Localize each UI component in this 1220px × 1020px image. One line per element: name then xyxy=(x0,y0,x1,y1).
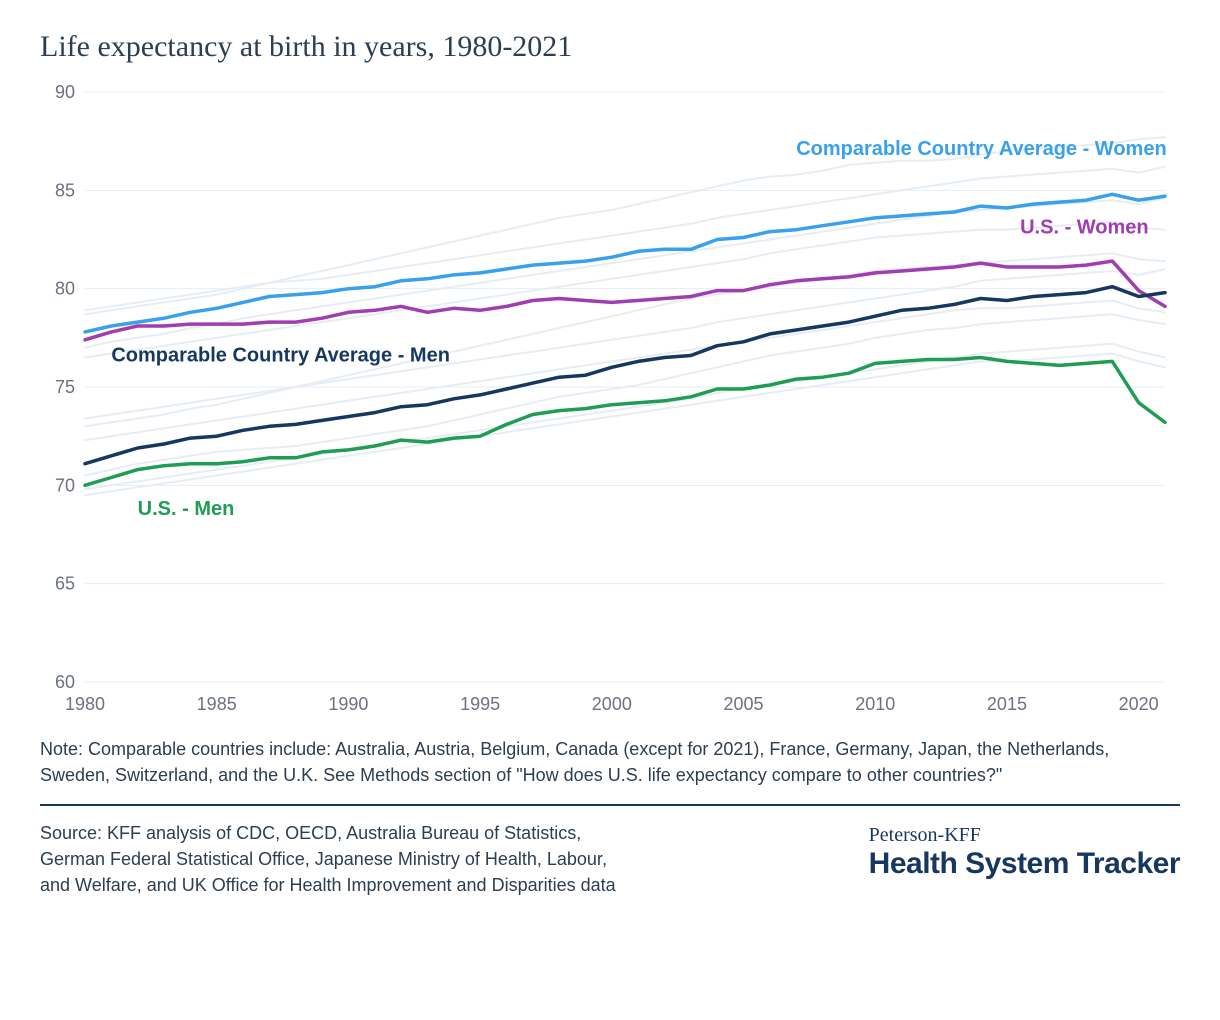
y-axis-label: 90 xyxy=(55,82,75,102)
x-axis-label: 2020 xyxy=(1119,694,1159,714)
brand-main-text: Health System Tracker xyxy=(869,847,1180,881)
x-axis-label: 1990 xyxy=(328,694,368,714)
y-axis-label: 60 xyxy=(55,672,75,692)
series-label-us_women: U.S. - Women xyxy=(1020,217,1149,239)
brand-top-text: Peterson-KFF xyxy=(869,824,1180,847)
footer: Source: KFF analysis of CDC, OECD, Austr… xyxy=(40,820,1180,898)
brand-logo: Peterson-KFF Health System Tracker xyxy=(869,820,1180,881)
x-axis-label: 2015 xyxy=(987,694,1027,714)
footer-divider xyxy=(40,804,1180,806)
series-line-comp_women xyxy=(85,194,1165,332)
series-label-comp_men: Comparable Country Average - Men xyxy=(111,344,450,366)
series-label-comp_women: Comparable Country Average - Women xyxy=(796,138,1166,160)
x-axis-label: 2010 xyxy=(855,694,895,714)
y-axis-label: 75 xyxy=(55,377,75,397)
x-axis-label: 1985 xyxy=(197,694,237,714)
y-axis-label: 65 xyxy=(55,574,75,594)
line-chart: 60 65 70 75 80 85 90 1980 1985 1990 1995 2000 2005 20… xyxy=(40,82,1180,722)
x-axis-label: 2005 xyxy=(724,694,764,714)
x-axis-label: 2000 xyxy=(592,694,632,714)
background-series-line xyxy=(85,354,1165,496)
series-line-us_men xyxy=(85,358,1165,486)
x-axis-label: 1995 xyxy=(460,694,500,714)
source-text: Source: KFF analysis of CDC, OECD, Austr… xyxy=(40,820,620,898)
background-series-line xyxy=(85,137,1165,314)
chart-title: Life expectancy at birth in years, 1980-… xyxy=(40,30,1180,64)
y-axis-label: 70 xyxy=(55,475,75,495)
y-axis-label: 85 xyxy=(55,180,75,200)
y-axis-label: 80 xyxy=(55,279,75,299)
chart-note: Note: Comparable countries include: Aust… xyxy=(40,736,1140,788)
series-label-us_men: U.S. - Men xyxy=(138,498,235,520)
x-axis-label: 1980 xyxy=(65,694,105,714)
chart-container: 60 65 70 75 80 85 90 1980 1985 1990 1995 2000 2005 20… xyxy=(40,82,1180,722)
